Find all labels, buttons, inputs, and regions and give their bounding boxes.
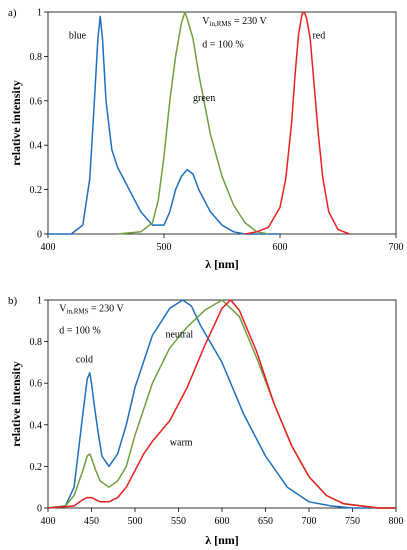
y-tick-label: 1: [37, 296, 42, 307]
annotation-subscript: in,RMS: [210, 20, 232, 28]
x-tick-label: 700: [302, 516, 317, 527]
y-tick-label: 0: [37, 504, 42, 515]
x-tick-label: 550: [171, 516, 186, 527]
annotation: d = 100 %: [202, 40, 243, 51]
y-tick-label: 0.4: [30, 141, 43, 152]
series-label-neutral: neutral: [165, 329, 193, 340]
x-tick-label: 450: [84, 516, 99, 527]
x-tick-label: 600: [215, 516, 230, 527]
annotation-rest: = 230 V: [89, 303, 125, 314]
y-axis-label: relative intensity: [9, 361, 23, 446]
x-tick-label: 400: [41, 516, 56, 527]
series-line-red: [245, 11, 350, 235]
y-tick-label: 0: [37, 230, 42, 241]
x-tick-label: 650: [258, 516, 273, 527]
y-tick-label: 0.4: [30, 420, 43, 431]
x-tick-label: 750: [345, 516, 360, 527]
series-label-cold: cold: [76, 354, 93, 365]
annotation-rest: = 230 V: [231, 16, 267, 27]
annotation: Vin,RMS = 230 V: [202, 16, 267, 28]
series-line-cold: [47, 299, 396, 509]
x-tick-label: 500: [157, 242, 172, 253]
annotation: Vin,RMS = 230 V: [59, 303, 124, 315]
annotation-subscript: in,RMS: [67, 307, 89, 315]
x-axis-label: λ [nm]: [205, 533, 239, 547]
annotation-main: V: [202, 16, 210, 27]
series-label-blue: blue: [69, 31, 87, 42]
panel-label: a): [8, 7, 17, 19]
y-tick-label: 0.2: [30, 185, 43, 196]
x-tick-label: 600: [273, 242, 288, 253]
y-tick-label: 0.6: [30, 379, 43, 390]
series-label-green: green: [193, 93, 215, 104]
annotation: d = 100 %: [59, 325, 100, 336]
x-tick-label: 700: [389, 242, 404, 253]
series-label-red: red: [312, 31, 325, 42]
x-axis-label: λ [nm]: [205, 257, 239, 271]
y-tick-label: 0.2: [30, 462, 43, 473]
y-axis-label: relative intensity: [9, 80, 23, 165]
panel-b: 400 450 500 550 600 650 700 750 800 0 0.2 0.4 0.6 0.8…: [8, 295, 404, 547]
series-line-blue: [48, 15, 280, 235]
plot-frame: [47, 11, 397, 235]
y-tick-label: 0.6: [30, 96, 43, 107]
x-tick-label: 500: [128, 516, 143, 527]
y-tick-label: 0.8: [30, 337, 43, 348]
y-tick-label: 0.8: [30, 52, 43, 63]
y-tick-label: 1: [37, 8, 42, 19]
series-line-green: [117, 11, 269, 235]
series-line-warm: [47, 299, 396, 509]
x-tick-label: 800: [389, 516, 404, 527]
panel-label: b): [8, 295, 18, 307]
x-tick-label: 400: [41, 242, 56, 253]
series-label-warm: warm: [170, 438, 193, 449]
annotation-main: V: [59, 303, 67, 314]
panel-a: 400 500 600 700 0 0.2 0.4 0.6 0.8 1 λ [nm] relative…: [8, 7, 404, 271]
